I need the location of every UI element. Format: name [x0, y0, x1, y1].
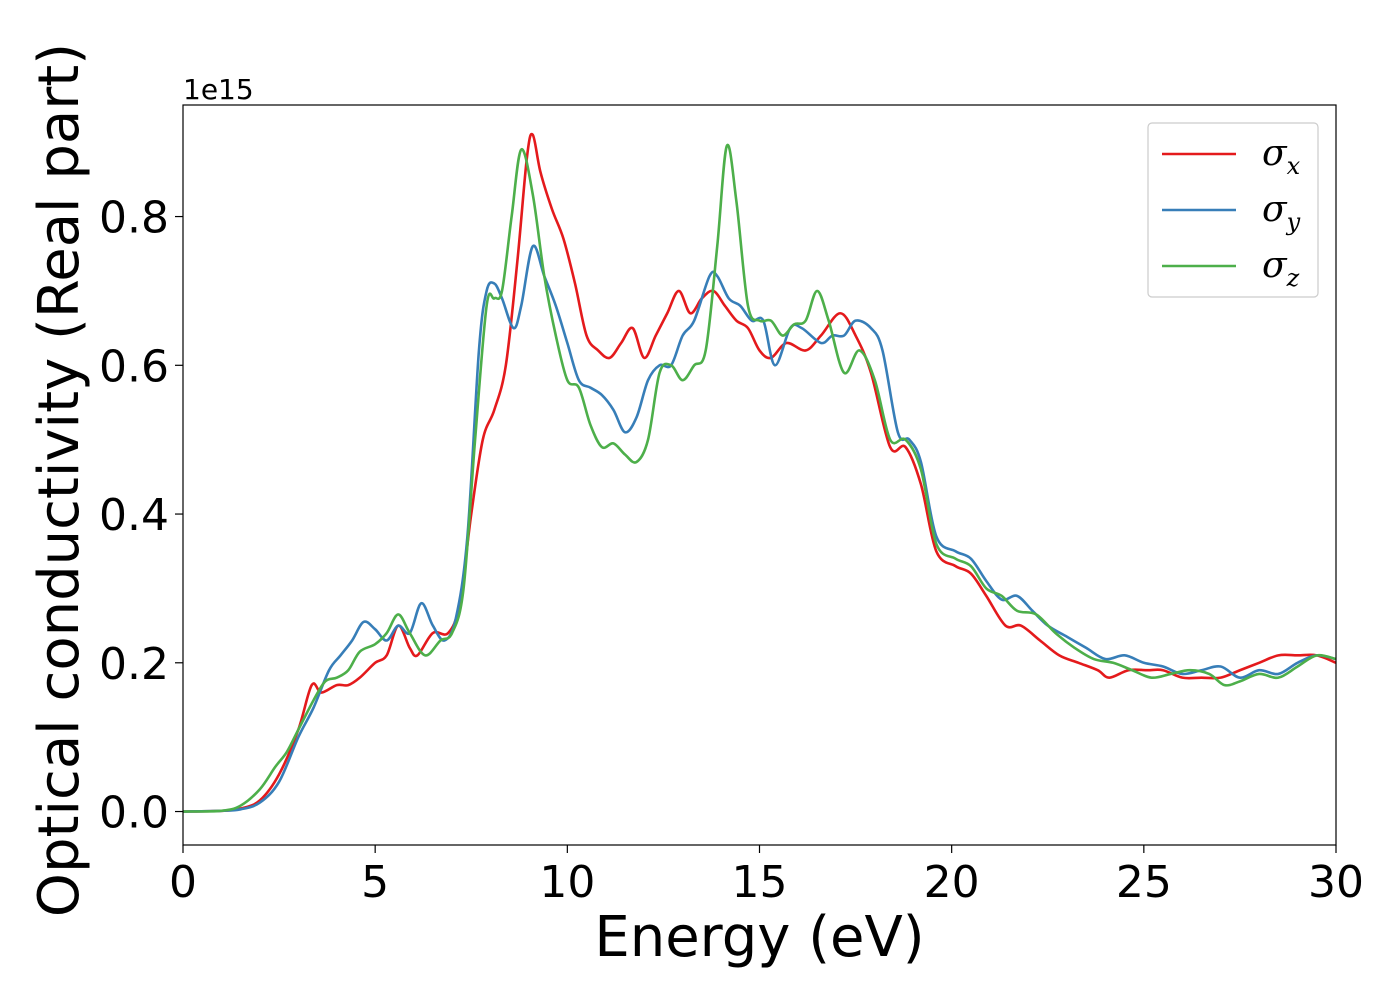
y-tick-label: 0.4 [99, 490, 169, 541]
y-tick-label: 0.2 [99, 639, 169, 690]
legend-label-x: σx [1262, 133, 1301, 180]
x-tick-label: 30 [1308, 857, 1364, 908]
y-axis-ticks: 0.0 0.2 0.4 0.6 0.8 [99, 193, 183, 839]
y-tick-label: 0.6 [99, 341, 169, 392]
x-tick-label: 20 [924, 857, 980, 908]
legend-label-y: σy [1262, 189, 1301, 236]
series-line-z [183, 143, 1336, 813]
series-line-y [183, 244, 1336, 813]
x-axis-title: Energy (eV) [594, 905, 924, 970]
x-tick-label: 0 [169, 857, 197, 908]
legend-label-z: σz [1262, 245, 1300, 292]
x-tick-label: 15 [732, 857, 788, 908]
x-axis-ticks: 0 5 10 15 20 25 30 [169, 845, 1364, 908]
plot-lines [183, 132, 1336, 813]
y-axis-offset-text: 1e15 [183, 73, 254, 106]
y-axis-title: Optical conductivity (Real part) [27, 43, 92, 917]
y-tick-label: 0.0 [99, 788, 169, 839]
x-tick-label: 5 [361, 857, 389, 908]
x-tick-label: 25 [1116, 857, 1172, 908]
legend: σx σy σz [1147, 122, 1319, 298]
x-tick-label: 10 [539, 857, 595, 908]
y-tick-label: 0.8 [99, 193, 169, 244]
